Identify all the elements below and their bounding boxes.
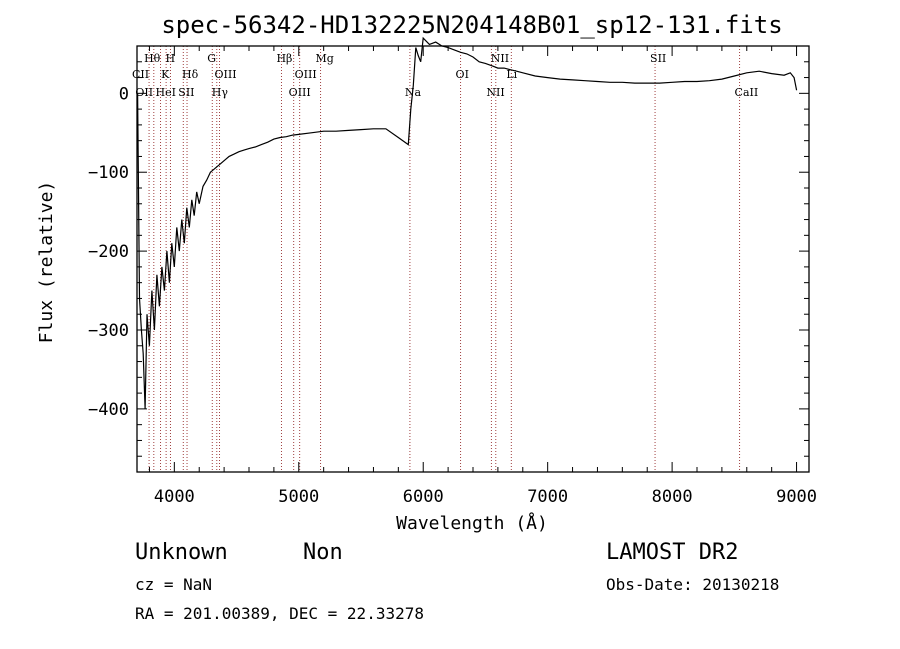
spectral-line-label: G (207, 52, 216, 65)
spectral-line-labels: HθCIIOIIHKHeIHδSIIGOIIIHγHβOIIIOIIIMgNaN… (132, 52, 758, 99)
x-tick-label: 8000 (652, 487, 693, 507)
x-axis: 4000 5000 6000 7000 8000 9000 (148, 46, 817, 507)
survey-label: LAMOST DR2 (606, 540, 738, 565)
spectral-line-label: H (165, 52, 175, 65)
spectral-line-label: OIII (295, 68, 317, 81)
obs-date-text: Obs-Date: 20130218 (606, 575, 779, 594)
chart-title: spec-56342-HD132225N204148B01_sp12-131.f… (161, 11, 782, 39)
spectral-line-label: NII (491, 52, 509, 65)
subclass-text: Non (303, 540, 343, 565)
y-axis: 0 −100 −200 −300 −400 (88, 45, 809, 473)
x-tick-label: 6000 (403, 487, 444, 507)
spectral-line-label: CaII (735, 86, 759, 99)
x-axis-label: Wavelength (Å) (396, 512, 548, 534)
spectral-line-label: OIII (215, 68, 237, 81)
x-tick-label: 4000 (154, 487, 195, 507)
spectral-line-label: Hθ (144, 52, 161, 65)
spectral-line-label: SII (178, 86, 194, 99)
spectral-line-label: Hβ (276, 52, 292, 65)
y-tick-label: −300 (88, 321, 129, 341)
spectral-line-label: OI (456, 68, 469, 81)
spectral-marker-lines (148, 46, 741, 472)
x-tick-label: 9000 (776, 487, 817, 507)
y-tick-label: −100 (88, 163, 129, 183)
y-tick-label: −400 (88, 400, 129, 420)
redshift-text: cz = NaN (135, 575, 212, 594)
spectral-line-label: Hδ (182, 68, 199, 81)
spectral-line-label: NII (486, 86, 504, 99)
spectral-line-label: K (161, 68, 170, 81)
y-axis-label: Flux (relative) (36, 181, 57, 344)
spectral-line-label: CII (132, 68, 149, 81)
spectral-line-label: OII (135, 86, 153, 99)
spectral-line-label: SII (650, 52, 666, 65)
spectral-line-label: Li (506, 68, 517, 81)
x-tick-label: 7000 (527, 487, 568, 507)
spectral-line-label: Mg (316, 52, 334, 65)
spectral-line-label: HeI (156, 86, 176, 99)
coordinates-text: RA = 201.00389, DEC = 22.33278 (135, 604, 424, 623)
y-tick-label: 0 (119, 84, 129, 104)
y-tick-label: −200 (88, 242, 129, 262)
spectral-line-label: OIII (289, 86, 311, 99)
plot-frame (136, 45, 810, 473)
spectral-line-label: Hγ (212, 86, 229, 99)
classification-text: Unknown (135, 540, 228, 565)
x-tick-label: 5000 (278, 487, 319, 507)
spectral-line-label: Na (405, 86, 422, 99)
spectrum-line (137, 36, 798, 409)
